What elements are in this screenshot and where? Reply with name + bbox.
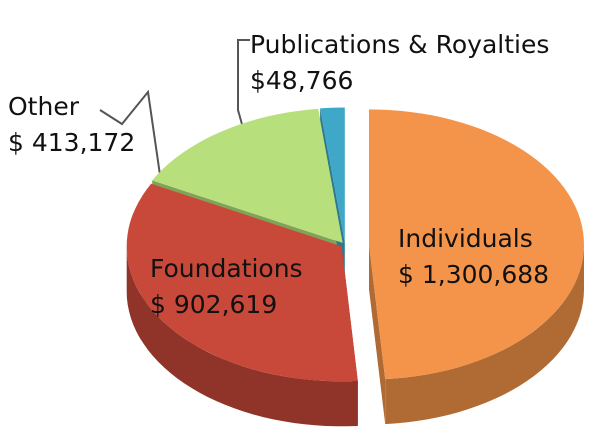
slice	[369, 109, 584, 380]
slice-label: Individuals	[398, 224, 533, 253]
slice	[320, 107, 345, 243]
value-label: $ 413,172	[8, 128, 135, 157]
slice-label: Other	[8, 92, 80, 121]
value-label: $ 902,619	[150, 290, 277, 319]
slice-label: Publications & Royalties	[250, 30, 549, 59]
slice	[126, 183, 358, 382]
slice-side	[126, 246, 358, 427]
slice	[152, 108, 343, 243]
slice-side	[385, 244, 584, 425]
slice-label: Foundations	[150, 254, 303, 283]
leader-line	[237, 39, 250, 136]
value-label: $48,766	[250, 66, 353, 95]
leader-line	[99, 89, 161, 176]
slice-wall	[369, 244, 386, 425]
value-label: $ 1,300,688	[398, 260, 549, 289]
